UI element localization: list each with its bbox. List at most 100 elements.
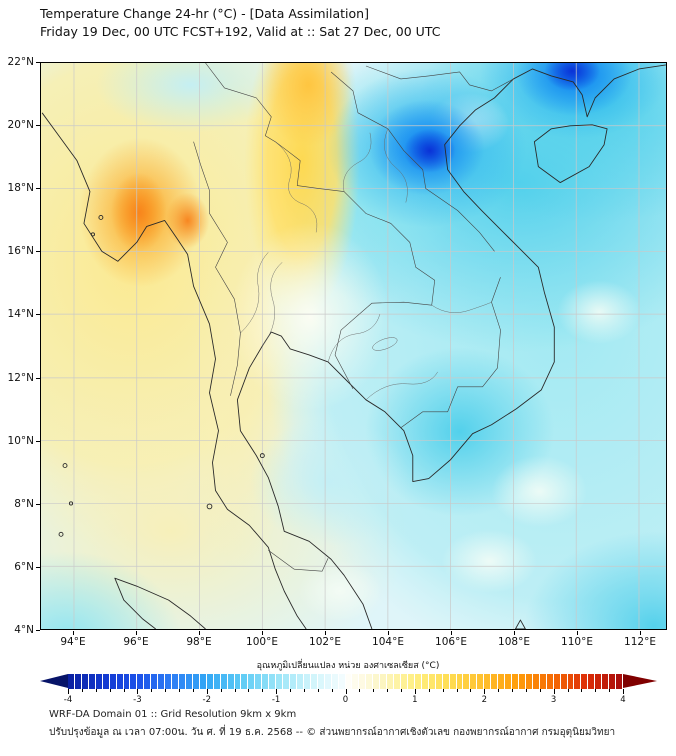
colorbar-segment	[81, 674, 89, 689]
colorbar-tick	[567, 689, 569, 692]
colorbar-tick	[276, 689, 278, 694]
x-axis-tick	[325, 631, 326, 635]
y-axis-tick	[36, 62, 40, 63]
colorbar-tick	[456, 689, 458, 692]
colorbar-segment	[248, 674, 256, 689]
colorbar-tick	[123, 689, 125, 692]
x-axis-tick	[262, 631, 263, 635]
colorbar-segment	[407, 674, 415, 689]
colorbar-tick	[442, 689, 444, 692]
colorbar-tick	[373, 689, 375, 692]
colorbar-tick	[623, 689, 624, 694]
colorbar-segment	[359, 674, 367, 689]
colorbar-segment	[227, 674, 235, 689]
colorbar-segment	[414, 674, 422, 689]
colorbar-segment	[518, 674, 526, 689]
colorbar-tick	[414, 689, 416, 694]
country-borders	[193, 63, 514, 572]
colorbar-segment	[609, 674, 617, 689]
colorbar-tick	[331, 689, 333, 692]
colorbar-tick	[220, 689, 222, 692]
colorbar-segment	[234, 674, 242, 689]
colorbar-tick	[137, 689, 139, 694]
colorbar-tick	[525, 689, 527, 692]
colorbar-segment	[303, 674, 311, 689]
colorbar-segment	[74, 674, 82, 689]
colorbar-tick-label: -1	[271, 695, 281, 705]
x-axis-label: 102°E	[309, 636, 341, 648]
colorbar-segment	[158, 674, 166, 689]
footer-domain-info: WRF-DA Domain 01 :: Grid Resolution 9km …	[49, 709, 297, 720]
colorbar-tick-label: 3	[550, 695, 557, 705]
temperature-change-map	[40, 62, 667, 630]
x-axis-tick	[73, 631, 74, 635]
colorbar-segment	[435, 674, 443, 689]
colorbar-tick	[498, 689, 500, 692]
colorbar-tick-label: -2	[202, 695, 212, 705]
y-axis-tick	[36, 567, 40, 568]
colorbar	[68, 674, 623, 689]
colorbar-segment	[442, 674, 450, 689]
x-axis-tick	[451, 631, 452, 635]
colorbar-segment	[130, 674, 138, 689]
temperature-field	[41, 63, 666, 629]
y-axis-tick	[36, 188, 40, 189]
colorbar-tick-label: 4	[620, 695, 626, 705]
colorbar-tick	[401, 689, 402, 692]
colorbar-tick	[539, 689, 541, 692]
colorbar-segment	[581, 674, 589, 689]
colorbar-tick-label: 0	[342, 695, 349, 705]
colorbar-segment	[95, 674, 103, 689]
colorbar-tick	[165, 689, 167, 692]
colorbar-segment	[102, 674, 110, 689]
x-axis-tick	[514, 631, 515, 635]
colorbar-segment	[144, 674, 152, 689]
colorbar-segment	[373, 674, 381, 689]
colorbar-segment	[525, 674, 533, 689]
x-axis-label: 94°E	[60, 636, 86, 648]
colorbar-tick	[512, 689, 513, 692]
colorbar-segment	[276, 674, 284, 689]
colorbar-segment	[123, 674, 131, 689]
colorbar-segment	[179, 674, 186, 689]
colorbar-segment	[206, 674, 214, 689]
colorbar-segment	[588, 674, 596, 689]
colorbar-segment	[366, 674, 374, 689]
colorbar-segment	[456, 674, 464, 689]
colorbar-tick-label: -3	[133, 695, 142, 705]
colorbar-segment	[88, 674, 96, 689]
y-axis-label: 18°N	[7, 182, 34, 194]
y-axis-label: 10°N	[7, 435, 34, 447]
province-borders	[240, 128, 492, 400]
colorbar-tick-label: 2	[481, 695, 488, 705]
colorbar-segment	[345, 674, 353, 689]
colorbar-segment	[602, 674, 610, 689]
colorbar-segment	[324, 674, 332, 689]
colorbar-segment	[498, 674, 506, 689]
colorbar-segment	[68, 674, 75, 689]
colorbar-segment	[290, 674, 297, 689]
colorbar-segment	[421, 674, 429, 689]
colorbar-segment	[428, 674, 436, 689]
colorbar-tick-label: -4	[63, 695, 73, 705]
colorbar-tick	[303, 689, 305, 692]
x-axis-label: 108°E	[498, 636, 530, 648]
colorbar-segment	[560, 674, 568, 689]
colorbar-tick	[484, 689, 486, 694]
colorbar-segment	[477, 674, 485, 689]
colorbar-tick	[470, 689, 472, 692]
colorbar-segment	[255, 674, 263, 689]
colorbar-tick-label: 1	[412, 695, 418, 705]
x-axis-tick	[640, 631, 641, 635]
y-axis-tick	[36, 378, 40, 379]
y-axis-tick	[36, 314, 40, 315]
colorbar-tick	[609, 689, 611, 692]
colorbar-segment	[567, 674, 575, 689]
x-axis-label: 104°E	[372, 636, 404, 648]
x-axis-label: 112°E	[624, 636, 656, 648]
colorbar-segment	[484, 674, 492, 689]
colorbar-segment	[241, 674, 249, 689]
y-axis-tick	[36, 504, 40, 505]
y-axis-label: 4°N	[14, 624, 34, 636]
y-axis-label: 20°N	[7, 119, 34, 131]
